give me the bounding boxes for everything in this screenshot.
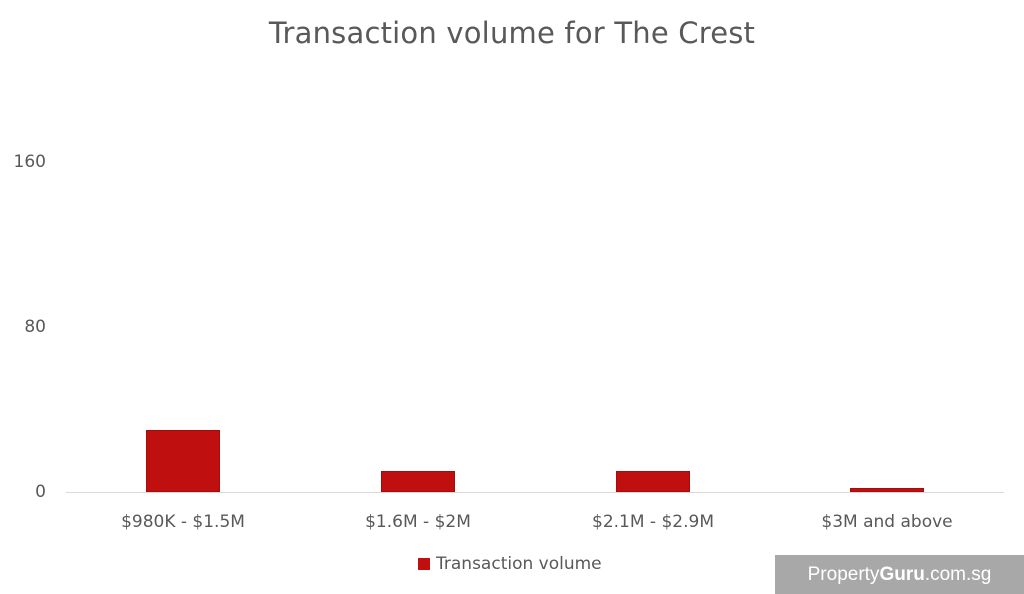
x-label-3: $2.1M - $2.9M bbox=[592, 512, 714, 532]
y-tick-0: 0 bbox=[35, 482, 46, 502]
propertyguru-watermark: Property Guru .com.sg bbox=[775, 555, 1024, 594]
y-tick-80: 80 bbox=[24, 317, 46, 337]
x-label-1: $980K - $1.5M bbox=[121, 512, 245, 532]
watermark-prefix: Property bbox=[807, 563, 880, 585]
bar-3 bbox=[616, 471, 690, 492]
x-label-4: $3M and above bbox=[821, 512, 953, 532]
watermark-bold: Guru bbox=[879, 563, 925, 585]
legend-swatch-icon bbox=[418, 558, 430, 570]
legend-label: Transaction volume bbox=[436, 554, 602, 574]
x-label-2: $1.6M - $2M bbox=[365, 512, 471, 532]
bar-1 bbox=[146, 430, 220, 492]
chart-title: Transaction volume for The Crest bbox=[268, 16, 756, 50]
watermark-suffix: .com.sg bbox=[924, 563, 992, 585]
bar-4 bbox=[850, 487, 924, 492]
x-axis-line bbox=[66, 492, 1004, 493]
legend: Transaction volume bbox=[418, 554, 602, 574]
bar-2 bbox=[381, 471, 455, 492]
y-tick-160: 160 bbox=[13, 152, 46, 172]
